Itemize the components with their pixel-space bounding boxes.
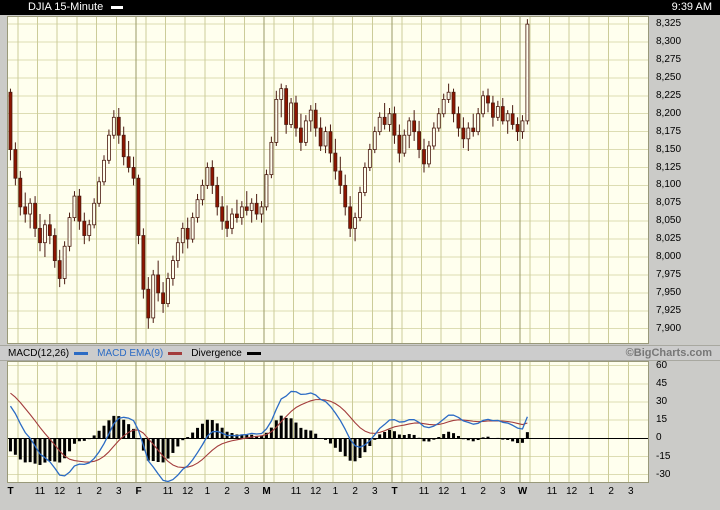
x-axis-hour-label: 1 xyxy=(332,486,339,497)
price-axis-label: 8,100 xyxy=(656,179,682,191)
legend-item: MACD(12,26) xyxy=(8,348,97,359)
x-axis-hour-label: 2 xyxy=(352,486,358,497)
macd-axis-label: 15 xyxy=(656,414,668,426)
price-y-axis: 8,325 8,300 8,275 8,250 8,225 8,200 8,175 8,150… xyxy=(652,17,716,343)
price-axis-label: 8,275 xyxy=(656,54,682,65)
macd-y-axis: 60 45 30 15 0 -15 -30 xyxy=(652,359,716,482)
legend-label: MACD(12,26) xyxy=(8,347,70,359)
chart-header: DJIA 15-Minute 9:39 AM xyxy=(0,0,720,15)
quote-time: 9:39 AM xyxy=(671,1,712,13)
x-axis-hour-label: 3 xyxy=(628,486,634,497)
x-axis-hour-label: 2 xyxy=(224,486,230,497)
price-axis-label: 8,150 xyxy=(656,143,682,155)
x-axis-hour-label: 1 xyxy=(588,486,595,497)
legend-items: MACD(12,26) MACD EMA(9) Divergence xyxy=(0,348,270,359)
macd-axis-label: 60 xyxy=(656,359,668,371)
price-axis-label: 8,050 xyxy=(656,215,682,227)
price-axis-label: 8,250 xyxy=(656,71,682,83)
x-axis-day-label: W xyxy=(517,486,528,497)
x-axis-hour-label: 11 xyxy=(418,486,430,497)
x-axis-hour-label: 3 xyxy=(116,486,122,497)
price-axis-label: 8,175 xyxy=(656,125,682,137)
x-axis-hour-label: 2 xyxy=(480,486,486,497)
x-axis-hour-label: 12 xyxy=(182,486,194,497)
legend-marker-icon xyxy=(74,351,89,355)
price-axis-label: 8,225 xyxy=(656,89,682,101)
x-axis-hour-label: 12 xyxy=(310,486,322,497)
bigcharts-copyright: ©BigCharts.com xyxy=(625,347,712,359)
x-axis-hour-label: 11 xyxy=(34,486,46,497)
x-axis-hour-label: 3 xyxy=(244,486,250,497)
price-axis-label: 8,325 xyxy=(656,18,682,30)
macd-axis-label: 0 xyxy=(656,432,662,444)
macd-axis-label: 45 xyxy=(656,377,668,389)
chart-title-group: DJIA 15-Minute xyxy=(28,0,124,15)
price-axis-label: 8,025 xyxy=(656,233,682,245)
legend-item: Divergence xyxy=(191,348,270,359)
x-axis-hour-label: 2 xyxy=(608,486,614,497)
price-axis-label: 8,075 xyxy=(656,197,682,209)
legend-marker-icon xyxy=(168,351,183,355)
macd-axis-label: -30 xyxy=(656,468,671,480)
x-axis-day-label: F xyxy=(135,486,142,497)
price-chart-panel xyxy=(7,16,649,344)
price-axis-label: 8,125 xyxy=(656,161,682,173)
price-axis-label: 7,950 xyxy=(656,286,682,298)
x-axis-hour-label: 2 xyxy=(96,486,102,497)
x-axis-hour-label: 3 xyxy=(500,486,506,497)
macd-axis-label: 30 xyxy=(656,396,668,407)
x-axis-day-label: T xyxy=(7,486,14,497)
x-axis: T 11 12 1 2 3 F 11 12 1 2 3 M 11 12 1 2 3 T 11 12 1 2 3 W 11 12 1 2 3 xyxy=(7,486,648,500)
macd-chart-panel xyxy=(7,361,649,483)
price-axis-label: 8,000 xyxy=(656,251,682,262)
price-chart-canvas xyxy=(8,17,648,343)
price-axis-label: 7,975 xyxy=(656,268,682,280)
chart-title: DJIA 15-Minute xyxy=(28,1,104,13)
legend-marker-icon xyxy=(246,351,261,355)
macd-chart-canvas xyxy=(8,362,648,482)
legend-label: MACD EMA(9) xyxy=(97,347,164,359)
x-axis-hour-label: 3 xyxy=(372,486,378,497)
macd-axis-label: -15 xyxy=(656,450,671,462)
x-axis-hour-label: 1 xyxy=(76,486,83,497)
x-axis-hour-label: 1 xyxy=(204,486,211,497)
price-series-marker-icon xyxy=(111,6,124,9)
x-axis-hour-label: 12 xyxy=(566,486,578,497)
x-axis-hour-label: 11 xyxy=(162,486,174,497)
indicator-legend-bar: MACD(12,26) MACD EMA(9) Divergence ©BigCha… xyxy=(0,345,720,361)
x-axis-hour-label: 12 xyxy=(54,486,66,497)
x-axis-day-label: M xyxy=(262,486,271,497)
x-axis-hour-label: 12 xyxy=(438,486,450,497)
x-axis-hour-label: 1 xyxy=(460,486,467,497)
legend-label: Divergence xyxy=(191,347,242,359)
x-axis-day-label: T xyxy=(391,486,398,497)
price-axis-label: 8,300 xyxy=(656,36,682,48)
x-axis-hour-label: 11 xyxy=(290,486,302,497)
legend-item: MACD EMA(9) xyxy=(97,348,191,359)
price-axis-label: 7,900 xyxy=(656,322,682,334)
price-axis-label: 8,200 xyxy=(656,107,682,119)
price-axis-label: 7,925 xyxy=(656,304,682,316)
x-axis-hour-label: 11 xyxy=(546,486,558,497)
